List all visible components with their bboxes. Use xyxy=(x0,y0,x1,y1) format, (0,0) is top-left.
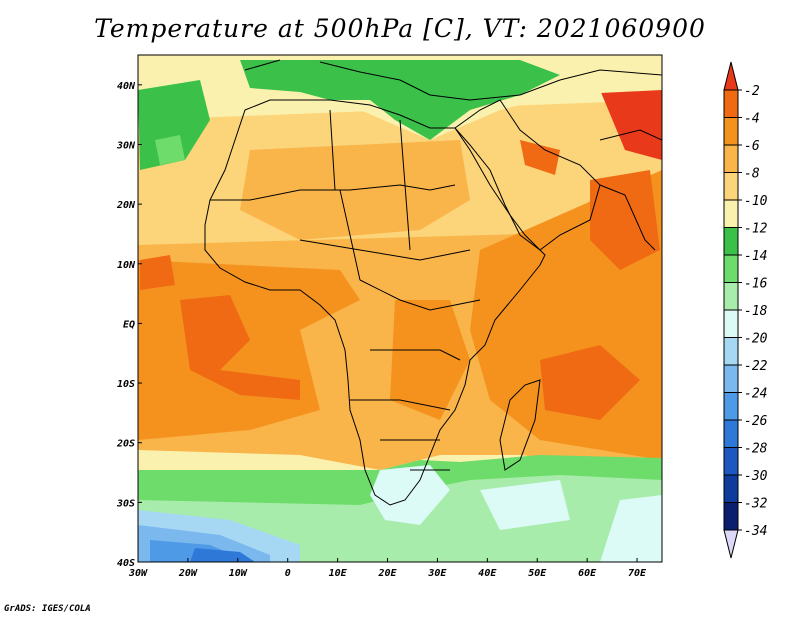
colorbar-label: -26 xyxy=(744,414,768,429)
colorbar-label: -6 xyxy=(744,139,760,154)
colorbar-label: -28 xyxy=(744,442,768,457)
colorbar-swatch xyxy=(723,117,739,146)
colorbar-bottom-triangle xyxy=(723,529,739,559)
field-atlantic-lightgreen xyxy=(155,135,185,165)
colorbar-label: -20 xyxy=(744,332,768,347)
x-tick-label: 20E xyxy=(377,568,397,579)
field-mediterranean-green xyxy=(240,60,560,140)
colorbar: -2 -4 -6 -8 -10 -12 -14 -16 -18 -20 -22 -24 -26 -28 -3… xyxy=(723,61,768,559)
y-tick-label: 20S xyxy=(116,439,135,450)
x-tick-label: 50E xyxy=(528,568,547,579)
colorbar-swatch xyxy=(723,199,739,228)
field-hot-spot-asia xyxy=(600,85,662,160)
colorbar-label: -10 xyxy=(744,194,768,209)
field-warm-spot-4 xyxy=(540,345,640,420)
field-atlantic-green xyxy=(138,80,210,170)
colorbar-swatch xyxy=(723,309,739,338)
y-tick-label: 20N xyxy=(116,200,136,211)
madagascar-coastline xyxy=(499,379,541,471)
colorbar-label: -34 xyxy=(744,524,767,539)
colorbar-top-triangle xyxy=(723,61,739,91)
colorbar-label: -18 xyxy=(744,304,768,319)
colorbar-swatch xyxy=(723,282,739,311)
credit-text: GrADS: IGES/COLA xyxy=(4,604,91,614)
y-tick-label: 30S xyxy=(116,498,135,509)
x-tick-label: 20W xyxy=(178,568,198,579)
colorbar-label: -30 xyxy=(744,469,768,484)
colorbar-label: -24 xyxy=(744,387,767,402)
x-axis: 30W 20W 10W 0 10E 20E 30E 40E 50E 60E 70E xyxy=(128,558,647,579)
x-tick-label: 0 xyxy=(285,568,291,579)
colorbar-label: -32 xyxy=(744,497,768,512)
colorbar-label: -14 xyxy=(744,249,767,264)
y-tick-label: 40S xyxy=(117,558,135,569)
colorbar-swatch xyxy=(723,227,739,256)
colorbar-label: -2 xyxy=(744,84,760,99)
colorbar-swatch xyxy=(723,419,739,448)
x-tick-label: 70E xyxy=(628,568,647,579)
colorbar-swatch xyxy=(723,474,739,503)
field-warm-spot-1 xyxy=(140,255,175,290)
colorbar-label: -8 xyxy=(744,167,760,182)
x-tick-label: 30W xyxy=(128,568,148,579)
colorbar-label: -22 xyxy=(744,359,768,374)
colorbar-swatch xyxy=(723,337,739,366)
field-south-cyan-1 xyxy=(480,480,570,530)
colorbar-swatch xyxy=(723,144,739,173)
colorbar-swatch xyxy=(723,447,739,476)
colorbar-swatch xyxy=(723,254,739,283)
colorbar-swatch xyxy=(723,392,739,421)
colorbar-label: -12 xyxy=(744,222,768,237)
colorbar-swatch xyxy=(723,364,739,393)
colorbar-label: -4 xyxy=(744,112,760,127)
field-south-cyan-3 xyxy=(600,495,662,562)
map-title: Temperature at 500hPa [C], VT: 202106090… xyxy=(94,14,706,43)
temperature-field xyxy=(138,55,662,562)
field-east-africa-orange xyxy=(390,300,470,420)
arabia-coastline xyxy=(454,99,601,251)
coastlines xyxy=(204,59,662,506)
country-borders xyxy=(210,109,481,471)
field-warm-spot-3 xyxy=(590,170,660,270)
colorbar-label: -16 xyxy=(744,277,768,292)
x-tick-label: 60E xyxy=(578,568,597,579)
colorbar-swatch xyxy=(723,89,739,118)
y-tick-label: 30N xyxy=(116,140,136,151)
x-tick-label: 10E xyxy=(329,568,348,579)
asia-coastline xyxy=(599,129,662,251)
field-south-cyan-2 xyxy=(370,465,450,525)
field-warm-spot-2 xyxy=(180,295,300,400)
colorbar-swatch xyxy=(723,502,739,531)
y-tick-label: 10S xyxy=(117,379,135,390)
map-frame xyxy=(137,54,663,563)
y-tick-label: 10N xyxy=(117,260,136,271)
x-tick-label: 30E xyxy=(427,568,447,579)
colorbar-swatch xyxy=(723,172,739,201)
x-tick-label: 10W xyxy=(229,568,248,579)
europe-coastline xyxy=(244,59,662,101)
y-axis: 40S 30S 20S 10S EQ 10N 20N 30N 40N xyxy=(116,81,142,569)
y-tick-label: 40N xyxy=(117,81,136,92)
x-tick-label: 40E xyxy=(478,568,497,579)
y-tick-label: EQ xyxy=(123,319,135,330)
field-warm-spot-gulf xyxy=(520,140,560,175)
field-south-blue-dark xyxy=(190,548,255,562)
